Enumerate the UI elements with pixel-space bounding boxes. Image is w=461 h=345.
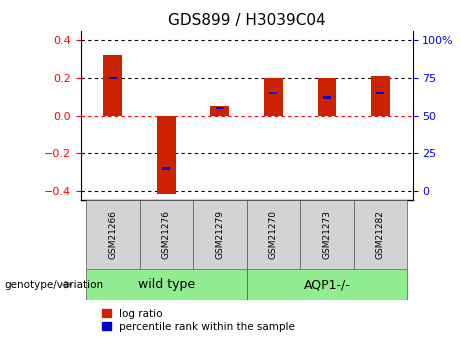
Text: genotype/variation: genotype/variation — [5, 280, 104, 289]
Legend: log ratio, percentile rank within the sample: log ratio, percentile rank within the sa… — [102, 309, 295, 332]
Bar — [323, 96, 331, 99]
Text: GSM21270: GSM21270 — [269, 210, 278, 259]
Bar — [103, 56, 122, 116]
Bar — [157, 116, 176, 195]
Bar — [86, 269, 247, 300]
Bar — [247, 200, 300, 269]
Bar — [371, 76, 390, 116]
Bar — [269, 92, 278, 95]
Text: GSM21273: GSM21273 — [322, 210, 331, 259]
Bar — [354, 200, 407, 269]
Text: GSM21276: GSM21276 — [162, 210, 171, 259]
Text: GSM21279: GSM21279 — [215, 210, 225, 259]
Bar — [247, 269, 407, 300]
Bar — [216, 107, 224, 109]
Bar — [377, 92, 384, 95]
Bar — [86, 200, 140, 269]
Bar — [162, 167, 171, 170]
Text: AQP1-/-: AQP1-/- — [303, 278, 350, 291]
Bar — [318, 78, 337, 116]
Text: GSM21282: GSM21282 — [376, 210, 385, 259]
Text: GSM21266: GSM21266 — [108, 210, 117, 259]
Bar — [264, 78, 283, 116]
Text: wild type: wild type — [138, 278, 195, 291]
Title: GDS899 / H3039C04: GDS899 / H3039C04 — [168, 13, 325, 29]
Bar — [140, 200, 193, 269]
Bar — [211, 106, 229, 116]
Bar — [109, 77, 117, 79]
Bar — [193, 200, 247, 269]
Bar — [300, 200, 354, 269]
